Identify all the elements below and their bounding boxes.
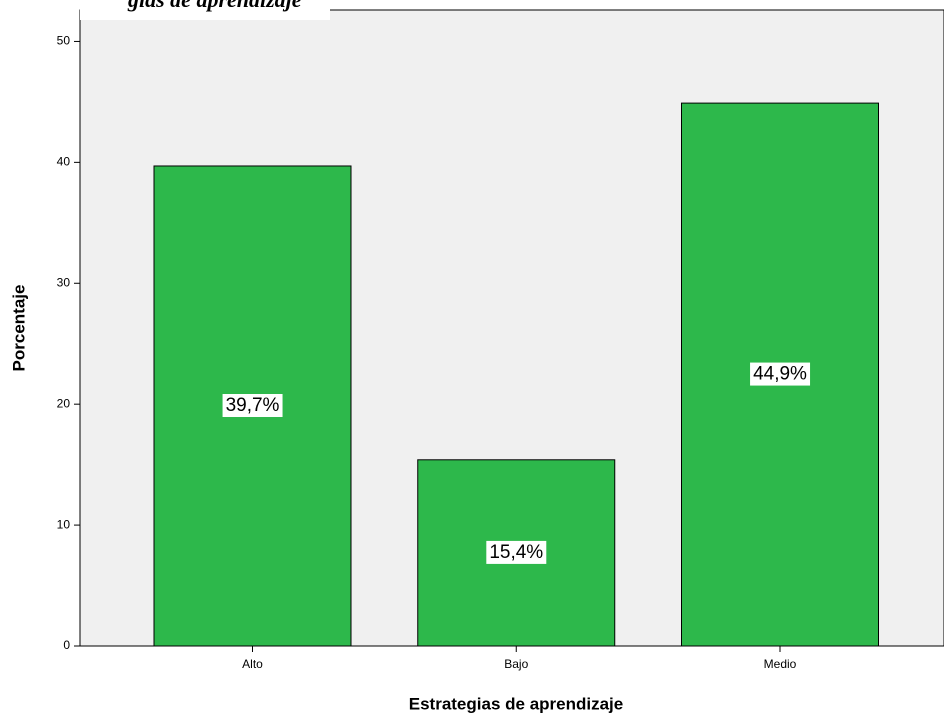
value-label-box (750, 362, 811, 386)
y-tick-label: 50 (57, 34, 71, 48)
value-label: 15,4% (489, 542, 543, 563)
x-tick-label: Medio (764, 657, 797, 671)
value-label: 39,7% (226, 395, 280, 416)
value-label-box (486, 540, 547, 564)
x-tick-label: Alto (242, 657, 263, 671)
y-tick-label: 10 (57, 517, 71, 531)
y-tick-label: 20 (57, 396, 71, 410)
value-label: 44,9% (753, 364, 807, 385)
y-axis-title: Porcentaje (9, 285, 28, 372)
x-axis-title: Estrategias de aprendizaje (409, 694, 623, 713)
x-tick-label: Bajo (504, 657, 528, 671)
chart-title: gias de aprendizaje (127, 0, 302, 12)
title-background (80, 0, 330, 20)
y-tick-label: 30 (57, 275, 71, 289)
value-label-box (222, 394, 283, 418)
y-tick-label: 0 (63, 638, 70, 652)
y-tick-label: 40 (57, 155, 71, 169)
